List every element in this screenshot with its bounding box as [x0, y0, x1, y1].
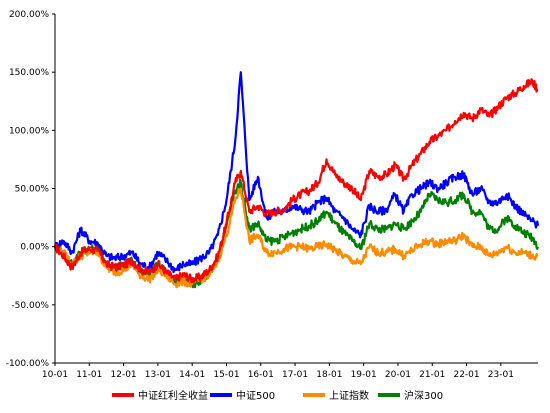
- x-ticks: 10-01 11-01 12-01 13-01 14-01 15-01 16-01 17-01…: [42, 363, 514, 380]
- y-ticks: -100.00% -50.00% 0.00% 50.00% 100.00% 150.00%…: [6, 10, 55, 369]
- x-tick-label: 23-01: [488, 370, 514, 380]
- legend: 中证红利全收益 中证500 上证指数 沪深300: [112, 389, 443, 402]
- x-tick-label: 14-01: [179, 370, 205, 380]
- y-tick-label: 100.00%: [9, 126, 49, 136]
- x-tick-label: 12-01: [111, 370, 137, 380]
- series-line-0: [53, 78, 539, 284]
- y-tick-label: 50.00%: [15, 185, 50, 195]
- y-tick-label: 200.00%: [9, 10, 49, 20]
- x-tick-label: 20-01: [385, 370, 411, 380]
- x-tick-label: 18-01: [316, 370, 342, 380]
- x-tick-label: 21-01: [419, 370, 445, 380]
- x-tick-label: 10-01: [42, 370, 68, 380]
- x-tick-label: 22-01: [453, 370, 479, 380]
- y-tick-label: 150.00%: [9, 68, 49, 78]
- x-tick-label: 15-01: [213, 370, 239, 380]
- x-tick-label: 19-01: [351, 370, 377, 380]
- legend-label: 上证指数: [329, 389, 369, 402]
- series-line-1: [53, 71, 540, 274]
- x-tick-label: 16-01: [248, 370, 274, 380]
- y-tick-label: -50.00%: [11, 301, 49, 311]
- legend-label: 沪深300: [404, 389, 443, 402]
- legend-label: 中证红利全收益: [138, 389, 208, 402]
- y-tick-label: 0.00%: [20, 243, 49, 253]
- y-tick-label: -100.00%: [6, 359, 50, 369]
- x-tick-label: 17-01: [282, 370, 308, 380]
- x-tick-label: 11-01: [76, 370, 102, 380]
- axes: [54, 14, 538, 364]
- x-tick-label: 13-01: [145, 370, 171, 380]
- series-lines: [53, 71, 540, 289]
- legend-label: 中证500: [236, 389, 275, 402]
